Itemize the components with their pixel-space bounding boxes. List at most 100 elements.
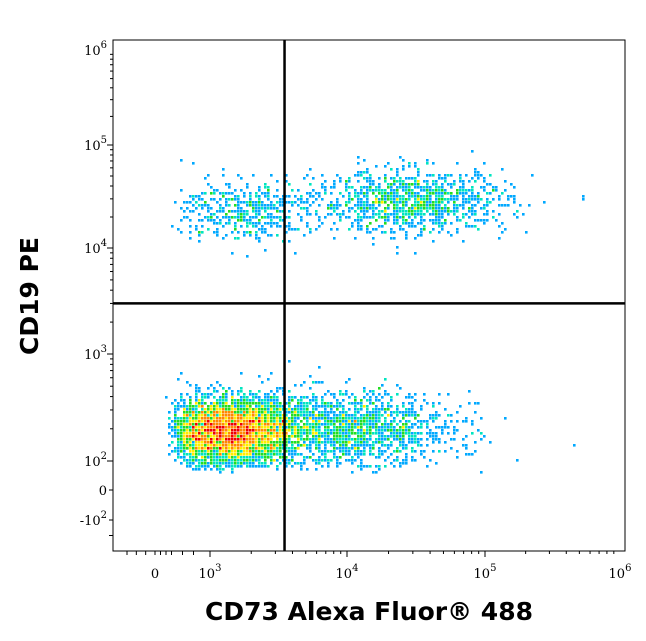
event-dot: [369, 444, 372, 447]
event-dot: [192, 426, 195, 429]
event-dot: [243, 402, 246, 405]
event-dot: [354, 396, 357, 399]
event-dot: [216, 228, 219, 231]
event-dot: [378, 417, 381, 420]
event-dot: [249, 201, 252, 204]
event-dot: [492, 198, 495, 201]
event-dot: [384, 219, 387, 222]
event-dot: [375, 465, 378, 468]
event-dot: [180, 189, 183, 192]
event-dot: [384, 390, 387, 393]
event-dot: [279, 438, 282, 441]
event-dot: [366, 438, 369, 441]
event-dot: [372, 411, 375, 414]
event-dot: [324, 438, 327, 441]
event-dot: [201, 465, 204, 468]
event-dot: [459, 189, 462, 192]
event-dot: [261, 408, 264, 411]
event-dot: [306, 198, 309, 201]
event-dot: [198, 426, 201, 429]
event-dot: [378, 468, 381, 471]
event-dot: [414, 180, 417, 183]
event-dot: [294, 201, 297, 204]
event-dot: [357, 213, 360, 216]
event-dot: [303, 429, 306, 432]
event-dot: [231, 393, 234, 396]
event-dot: [234, 432, 237, 435]
event-dot: [306, 420, 309, 423]
event-dot: [174, 408, 177, 411]
event-dot: [207, 204, 210, 207]
event-dot: [219, 426, 222, 429]
event-dot: [333, 420, 336, 423]
event-dot: [210, 432, 213, 435]
event-dot: [393, 435, 396, 438]
event-dot: [240, 213, 243, 216]
event-dot: [390, 201, 393, 204]
event-dot: [213, 408, 216, 411]
event-dot: [288, 429, 291, 432]
event-dot: [366, 186, 369, 189]
event-dot: [474, 210, 477, 213]
event-dot: [444, 198, 447, 201]
event-dot: [249, 198, 252, 201]
event-dot: [231, 390, 234, 393]
event-dot: [357, 180, 360, 183]
event-dot: [501, 204, 504, 207]
event-dot: [378, 210, 381, 213]
event-dot: [249, 450, 252, 453]
event-dot: [354, 414, 357, 417]
event-dot: [222, 459, 225, 462]
event-dot: [189, 201, 192, 204]
event-dot: [399, 198, 402, 201]
event-dot: [486, 201, 489, 204]
event-dot: [306, 396, 309, 399]
event-dot: [240, 210, 243, 213]
event-dot: [225, 426, 228, 429]
event-dot: [435, 222, 438, 225]
event-dot: [261, 429, 264, 432]
event-dot: [168, 426, 171, 429]
event-dot: [279, 225, 282, 228]
event-dot: [456, 228, 459, 231]
event-dot: [414, 225, 417, 228]
event-dot: [237, 456, 240, 459]
event-dot: [312, 417, 315, 420]
event-dot: [471, 192, 474, 195]
event-dot: [231, 444, 234, 447]
event-dot: [435, 213, 438, 216]
event-dot: [255, 201, 258, 204]
event-dot: [387, 183, 390, 186]
event-dot: [399, 195, 402, 198]
event-dot: [225, 414, 228, 417]
event-dot: [342, 432, 345, 435]
event-dot: [411, 192, 414, 195]
event-dot: [408, 192, 411, 195]
event-dot: [468, 201, 471, 204]
event-dot: [363, 171, 366, 174]
event-dot: [489, 174, 492, 177]
event-dot: [408, 195, 411, 198]
event-dot: [336, 432, 339, 435]
event-dot: [432, 189, 435, 192]
event-dot: [420, 423, 423, 426]
event-dot: [195, 456, 198, 459]
event-dot: [372, 204, 375, 207]
event-dot: [258, 432, 261, 435]
event-dot: [255, 192, 258, 195]
event-dot: [405, 426, 408, 429]
event-dot: [213, 423, 216, 426]
event-dot: [243, 426, 246, 429]
event-dot: [426, 210, 429, 213]
event-dot: [387, 198, 390, 201]
event-dot: [396, 201, 399, 204]
event-dot: [465, 198, 468, 201]
event-dot: [288, 390, 291, 393]
event-dot: [186, 420, 189, 423]
event-dot: [264, 186, 267, 189]
event-dot: [426, 198, 429, 201]
event-dot: [264, 435, 267, 438]
event-dot: [348, 216, 351, 219]
event-dot: [354, 192, 357, 195]
event-dot: [168, 432, 171, 435]
